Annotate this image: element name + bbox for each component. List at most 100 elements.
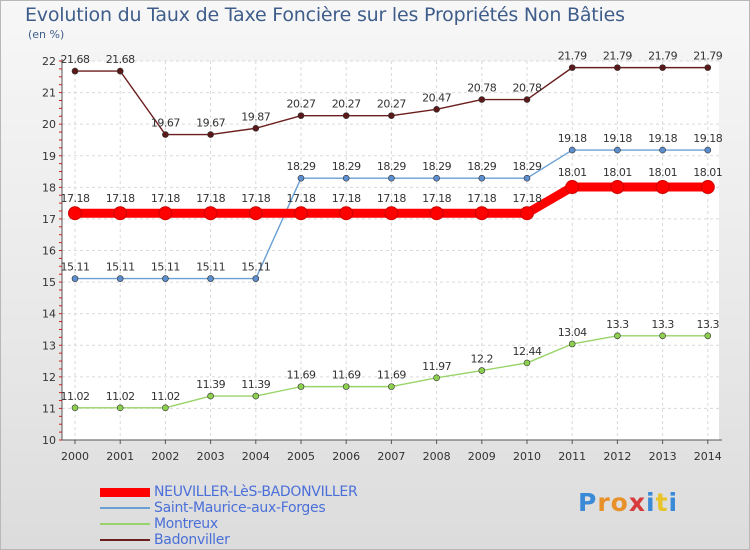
data-point [614,146,621,154]
data-point [478,367,486,374]
data-label: 20.47 [422,91,451,104]
data-label: 20.78 [513,82,542,95]
data-label: 11.39 [196,378,225,391]
data-label: 11.02 [61,390,90,403]
data-point [248,206,263,221]
data-point [339,206,354,221]
data-label: 13.3 [651,318,674,331]
logo-letter: t [655,488,669,517]
logo-letter: r [597,488,611,517]
data-point [252,392,260,400]
data-label: 20.78 [467,82,496,95]
logo-letter: i [646,488,656,517]
data-point [429,206,444,221]
legend-swatch [100,507,150,509]
data-label: 15.11 [241,261,270,274]
data-point [523,359,531,367]
x-tick-label: 2013 [649,450,677,463]
data-point [388,174,395,182]
data-point [610,180,625,195]
unit-label: (en %) [28,28,65,41]
y-tick-label: 17 [42,213,56,226]
data-point [704,332,712,340]
data-label: 15.11 [151,261,180,274]
y-tick-label: 11 [42,402,56,415]
data-point [297,174,305,182]
data-point [388,112,395,119]
data-label: 19.67 [196,117,225,130]
y-tick-label: 14 [42,308,56,321]
logo-letter: o [610,488,629,517]
legend-item: Badonviller [100,532,357,548]
data-label: 13.04 [558,326,587,339]
x-tick-label: 2004 [242,450,270,463]
chart-title: Evolution du Taux de Taxe Foncière sur l… [25,4,625,26]
data-label: 17.18 [61,192,90,205]
x-tick-label: 2012 [603,450,631,463]
x-tick-label: 2007 [377,450,405,463]
data-label: 17.18 [151,192,180,205]
data-point [252,124,260,132]
data-point [568,146,576,154]
data-point [71,67,79,75]
logo-letter: P [578,488,598,517]
data-point [207,131,214,138]
data-label: 18.29 [513,160,542,173]
data-label: 13.3 [606,318,629,331]
y-tick-label: 22 [42,55,56,68]
data-point [113,206,128,221]
data-point [700,180,715,195]
data-point [614,64,621,71]
data-point [523,96,531,103]
data-point [71,404,79,412]
y-tick-label: 16 [42,245,56,258]
data-point [297,383,305,390]
data-label: 18.29 [332,160,361,173]
data-label: 15.11 [196,261,225,274]
legend-item: Saint-Maurice-aux-Forges [100,500,357,516]
logo-letter: i [668,488,679,517]
legend-swatch [100,487,150,497]
data-label: 15.11 [106,261,135,274]
data-point [158,206,173,221]
x-tick-label: 2010 [513,450,541,463]
data-label: 21.79 [603,50,632,63]
data-point [704,64,712,71]
data-label: 21.68 [106,53,135,66]
data-label: 15.11 [61,261,90,274]
y-tick-label: 12 [42,371,56,384]
data-label: 13.3 [697,318,720,331]
legend-item: Montreux [100,516,357,532]
data-point [659,332,666,340]
legend-label: Saint-Maurice-aux-Forges [154,500,326,516]
data-label: 11.69 [287,369,316,382]
x-tick-label: 2001 [106,450,134,463]
y-tick-label: 10 [42,434,56,447]
data-label: 18.01 [558,166,587,179]
data-label: 21.79 [648,50,677,63]
data-label: 12.2 [471,353,494,366]
data-point [704,146,712,154]
data-point [433,374,440,382]
data-point [71,275,79,282]
data-point [568,340,576,348]
x-tick-label: 2008 [423,450,451,463]
data-label: 12.44 [513,345,542,358]
data-point [116,275,124,282]
data-label: 17.18 [241,192,270,205]
legend-label: NEUVILLER-LèS-BADONVILLER [154,484,358,500]
data-point [294,206,308,221]
data-label: 20.27 [287,98,316,111]
data-label: 11.69 [332,369,361,382]
data-label: 21.79 [558,50,587,63]
data-label: 21.68 [61,53,90,66]
data-point [523,174,531,182]
data-label: 18.01 [603,166,632,179]
data-point [252,275,260,282]
data-point [474,206,489,221]
y-tick-label: 18 [42,181,56,194]
chart-legend: NEUVILLER-LèS-BADONVILLER Saint-Maurice-a… [100,484,358,548]
data-label: 20.27 [377,98,406,111]
data-label: 11.02 [151,390,180,403]
data-label: 19.18 [648,132,677,145]
